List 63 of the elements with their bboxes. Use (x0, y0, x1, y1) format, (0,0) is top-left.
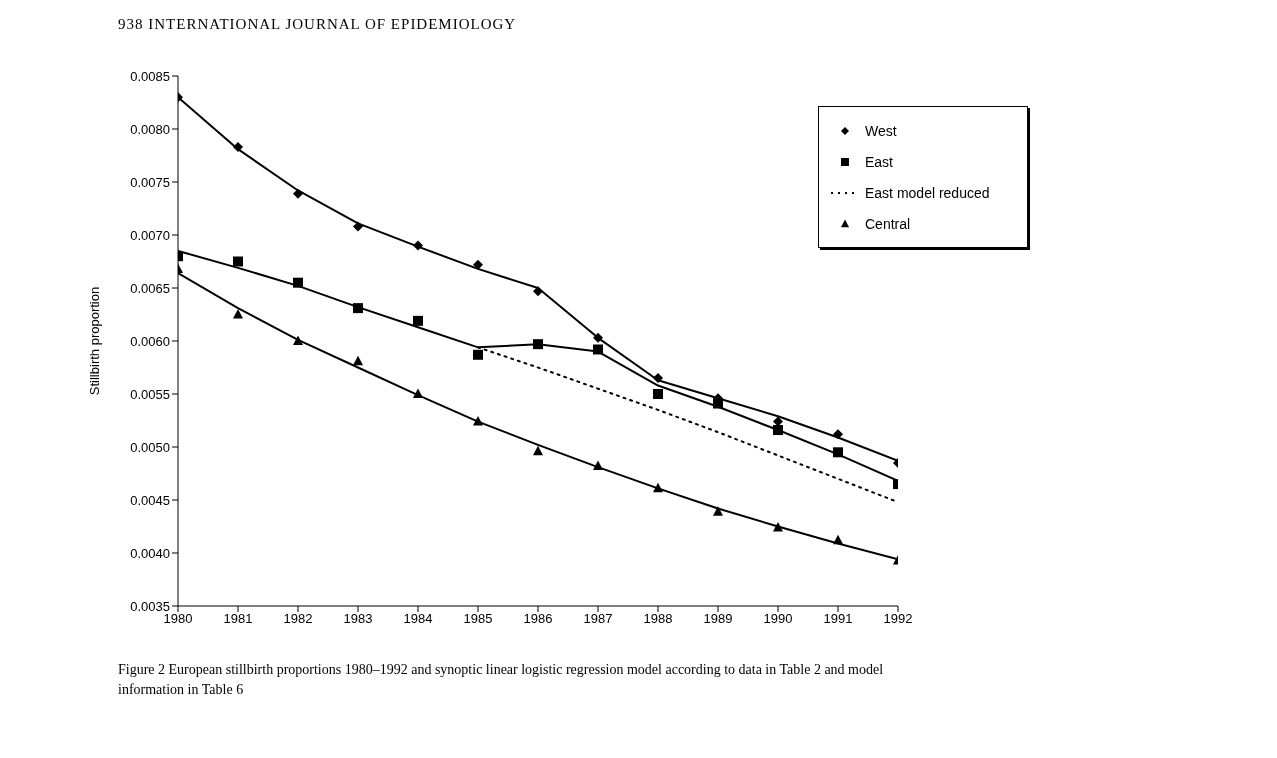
point (773, 522, 783, 532)
y-tick-label: 0.0040 (130, 545, 170, 561)
point (233, 256, 243, 267)
point (773, 416, 783, 427)
point (533, 445, 543, 456)
point (773, 425, 783, 436)
point (713, 506, 723, 516)
point (473, 349, 483, 360)
point (653, 389, 663, 399)
y-tick-label: 0.0050 (130, 439, 170, 455)
point (653, 373, 663, 384)
x-tick-label: 1982 (283, 611, 313, 627)
point (413, 240, 423, 251)
point (353, 221, 363, 232)
point (293, 188, 303, 199)
point (593, 332, 603, 343)
x-tick-label: 1981 (223, 611, 253, 627)
x-tick-label: 1988 (643, 611, 673, 627)
point (713, 398, 723, 409)
point (593, 344, 603, 355)
point (833, 447, 843, 458)
x-tick-label: 1989 (703, 611, 733, 627)
point (353, 303, 363, 314)
point (833, 534, 843, 545)
x-tick-label: 1983 (343, 611, 373, 627)
y-tick-label: 0.0035 (130, 598, 170, 614)
x-tick-label: 1987 (583, 611, 613, 627)
text: 938 INTERNATIONAL JOURNAL OF EPIDEMIOLOGY (117, 15, 518, 34)
x-tick-label: 1990 (763, 611, 793, 627)
point (413, 388, 423, 398)
point (293, 277, 303, 288)
x-tick-label: 1985 (463, 611, 493, 627)
legend-label: Central (865, 215, 911, 232)
legend-label: East model reduced (865, 184, 990, 201)
y-tick-label: 0.0075 (130, 174, 170, 190)
point (473, 416, 483, 426)
point (353, 355, 363, 366)
legend-label: West (865, 122, 897, 139)
y-tick-label: 0.0070 (130, 227, 170, 243)
caption: Figure 2 European stillbirth proportions 1980–1992 and synoptic linear logistic regression model according to data in Table 2 and model information in Table 6 (117, 661, 885, 699)
point (413, 315, 423, 326)
x-tick-label: 1992 (883, 611, 913, 627)
x-tick-label: 1980 (163, 611, 193, 627)
point (233, 142, 243, 153)
y-axis-title: Stillbirth proportion (86, 286, 102, 396)
point (653, 482, 663, 493)
x-tick-label: 1991 (823, 611, 853, 627)
y-tick-label: 0.0080 (130, 121, 170, 137)
y-tick-label: 0.0065 (130, 280, 170, 296)
y-tick-label: 0.0045 (130, 492, 170, 508)
point (533, 339, 543, 350)
y-tick-label: 0.0055 (130, 386, 170, 402)
point (233, 309, 243, 319)
point (293, 335, 303, 345)
point (593, 460, 603, 471)
x-tick-label: 1986 (523, 611, 553, 627)
legend-label: East (865, 153, 894, 170)
point (473, 259, 483, 270)
point (533, 286, 543, 297)
x-tick-label: 1984 (403, 611, 433, 627)
point (833, 429, 843, 440)
y-tick-label: 0.0085 (130, 68, 170, 84)
y-tick-label: 0.0060 (130, 333, 170, 349)
